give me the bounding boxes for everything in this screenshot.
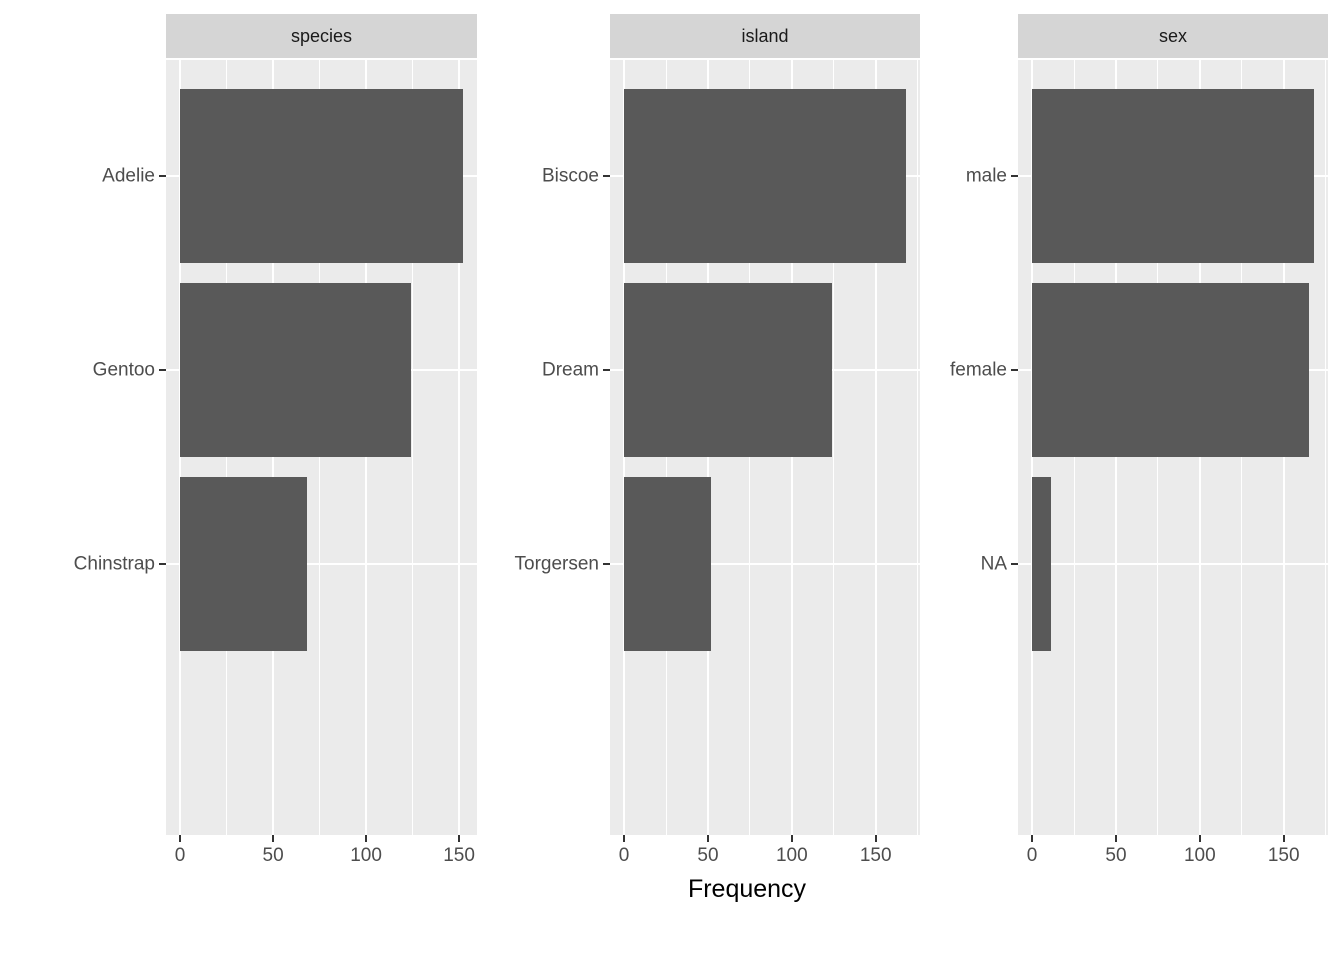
x-tick-label: 100 [350,845,382,866]
x-axis-tick [707,835,709,842]
gridline-major-h [610,562,920,565]
y-axis-tick [603,369,610,371]
facet-strip-label: sex [1158,26,1187,46]
gridline-minor-v [917,60,919,835]
y-axis-tick [1011,369,1018,371]
x-tick-label: 50 [1105,845,1127,866]
gridline-minor-v [833,60,835,835]
y-tick-label: Chinstrap [73,553,155,575]
facet-panel-species [166,60,477,835]
bar-dream [624,282,833,458]
facet-strip-sex: sex [1018,14,1328,58]
y-tick-label: Dream [541,359,599,381]
facet-strip-island: island [610,14,920,58]
x-axis-tick [874,835,877,842]
x-tick-label: 150 [443,845,475,866]
gridline-major-h [1018,562,1328,565]
facet-strip-label: species [290,26,353,46]
y-axis-tick [603,562,610,565]
y-axis-tick [603,175,610,178]
x-axis-title: Frequency [687,875,807,903]
gridline-major-v [458,60,461,835]
gridline-minor-v [1325,60,1327,835]
x-axis-tick [1282,835,1285,842]
y-tick-label: NA [980,553,1007,575]
bar-torgersen [624,476,712,651]
x-tick-label: 100 [1183,845,1216,866]
y-tick-label: Torgersen [514,553,600,575]
x-axis-tick [1031,835,1034,842]
y-tick-label: Gentoo [92,359,155,381]
y-tick-label: male [965,165,1007,187]
facet-panel-sex [1018,60,1328,835]
y-tick-label: Adelie [102,165,155,187]
gridline-minor-v [412,60,414,835]
facet-panel-island [610,60,920,835]
x-axis-tick [458,835,461,842]
bar-male [1032,89,1314,264]
x-tick-label: 50 [262,845,284,866]
x-tick-label: 0 [174,845,186,866]
x-tick-label: 150 [859,845,892,866]
bar-adelie [180,89,463,264]
y-axis-tick [159,369,166,371]
x-axis-tick [790,835,793,842]
bar-na [1032,476,1051,651]
y-axis-tick [159,562,166,565]
gridline-major-v [874,60,877,835]
x-tick-label: 50 [697,845,719,866]
x-tick-label: 100 [775,845,808,866]
y-axis-tick [1011,562,1018,565]
y-axis-tick [1011,175,1018,178]
x-axis-tick [1115,835,1117,842]
x-axis-tick [623,835,626,842]
facet-strip-label: island [741,26,789,46]
x-axis-tick [365,835,368,842]
bar-female [1032,282,1309,458]
facet-strip-species: species [166,14,477,58]
gridline-major-h [166,562,477,565]
y-tick-label: Biscoe [541,165,599,187]
bar-chinstrap [180,476,307,651]
x-axis-tick [272,835,275,842]
x-tick-label: 0 [1026,845,1038,866]
x-tick-label: 150 [1267,845,1300,866]
y-axis-tick [159,175,166,178]
bar-biscoe [624,89,906,264]
x-axis-tick [179,835,182,842]
bar-gentoo [180,282,411,458]
y-tick-label: female [949,359,1007,381]
x-tick-label: 0 [618,845,630,866]
x-axis-tick [1198,835,1201,842]
